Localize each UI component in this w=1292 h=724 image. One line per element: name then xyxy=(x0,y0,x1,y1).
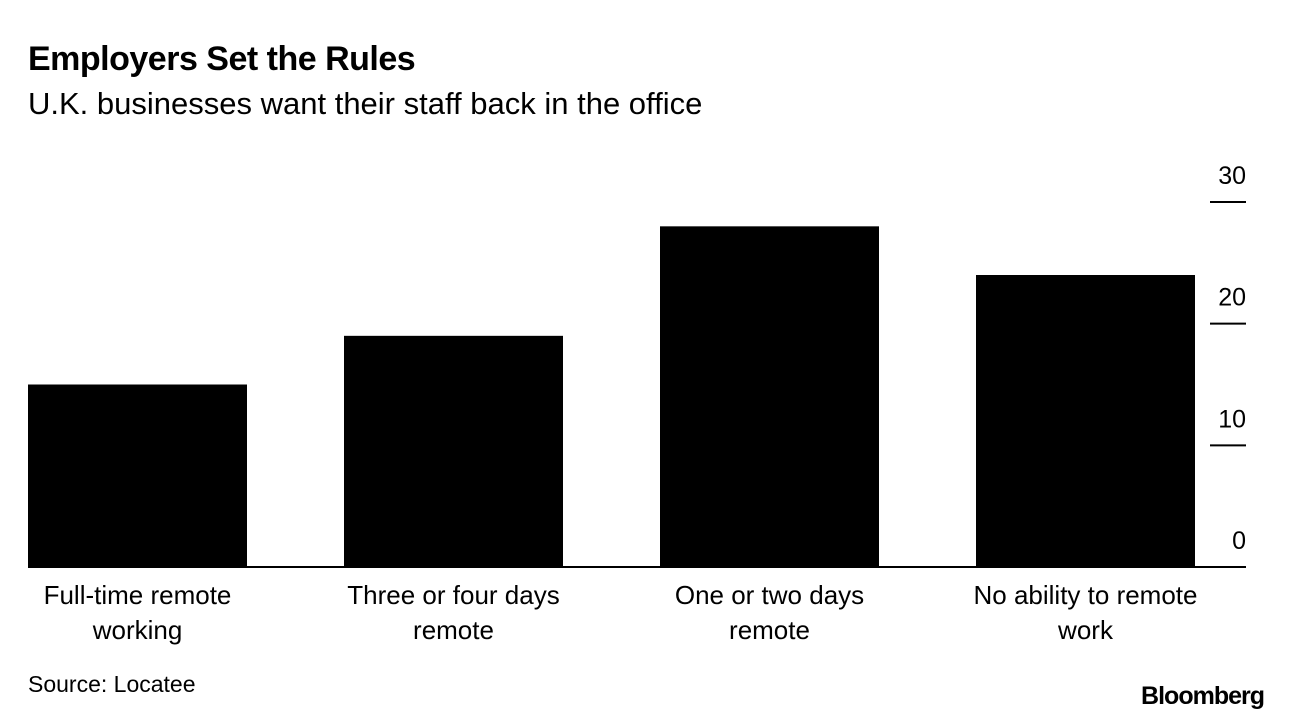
bar xyxy=(344,335,563,567)
y-tick-label: 20 xyxy=(1218,284,1246,312)
bar xyxy=(976,275,1195,567)
x-tick-label: Full-time remote working xyxy=(43,580,232,645)
x-tick-label: One or two days remote xyxy=(674,580,865,645)
y-tick-label: 0 xyxy=(1232,527,1246,555)
y-tick-label: 10 xyxy=(1218,405,1246,433)
bar xyxy=(28,384,247,567)
subtitle: U.K. businesses want their staff back in… xyxy=(28,86,703,121)
source: Source: Locatee xyxy=(28,671,196,697)
x-tick-label: Three or four days remote xyxy=(347,580,560,645)
logo: Bloomberg xyxy=(1141,682,1265,710)
x-tick-label: No ability to remote work xyxy=(973,580,1198,645)
y-tick-label: 30 xyxy=(1218,162,1246,190)
title: Employers Set the Rules xyxy=(28,40,416,78)
bar xyxy=(660,226,879,568)
